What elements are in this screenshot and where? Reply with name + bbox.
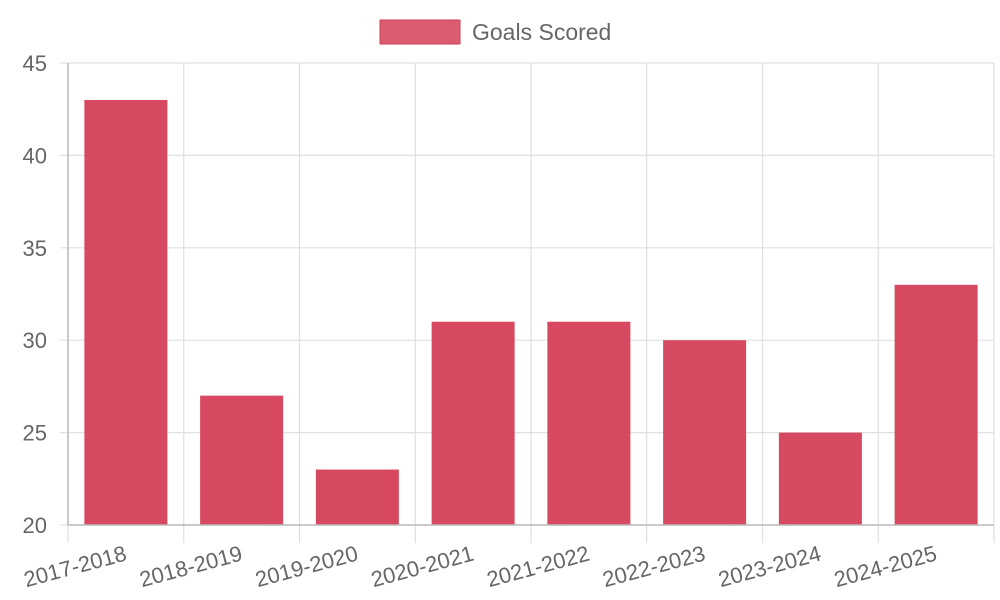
bar[interactable]: [894, 284, 978, 525]
bar[interactable]: [84, 99, 168, 526]
legend[interactable]: Goals Scored: [379, 19, 611, 45]
y-tick-label: 35: [23, 236, 47, 261]
bars: [84, 99, 978, 526]
x-tick-label: 2019-2020: [253, 541, 361, 592]
x-axis-ticks: 2017-2018 2018-2019 2019-2020 2020-2021 2021…: [21, 541, 939, 592]
y-tick-label: 30: [23, 328, 47, 353]
axes: [67, 63, 994, 526]
legend-swatch: [379, 19, 461, 45]
bar[interactable]: [547, 321, 631, 525]
x-tick-label: 2020-2021: [368, 541, 476, 592]
y-tick-label: 20: [23, 513, 47, 538]
y-tick-label: 25: [23, 421, 47, 446]
bar[interactable]: [431, 321, 515, 525]
x-tick-label: 2023-2024: [716, 541, 824, 592]
x-tick-label: 2017-2018: [21, 541, 129, 592]
y-axis-ticks: 20 25 30 35 40 45: [23, 51, 47, 538]
gridlines: [60, 62, 995, 543]
bar[interactable]: [315, 469, 399, 525]
y-tick-label: 45: [23, 51, 47, 76]
x-tick-label: 2024-2025: [831, 541, 939, 592]
bar[interactable]: [200, 395, 284, 525]
legend-label: Goals Scored: [472, 19, 611, 45]
bar[interactable]: [778, 432, 862, 525]
x-tick-label: 2022-2023: [600, 541, 708, 592]
x-tick-label: 2018-2019: [137, 541, 245, 592]
x-tick-label: 2021-2022: [484, 541, 592, 592]
bar[interactable]: [663, 340, 747, 525]
y-tick-label: 40: [23, 143, 47, 168]
